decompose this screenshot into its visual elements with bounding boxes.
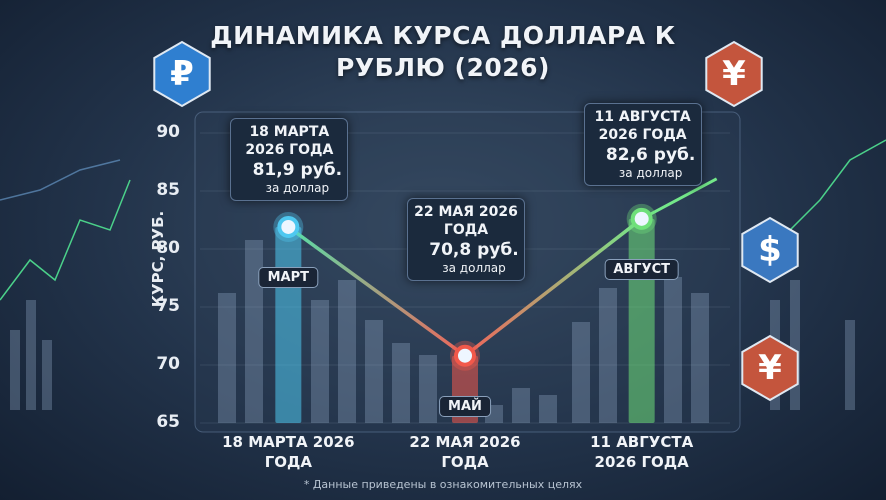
badge-symbol: ₽ — [170, 54, 194, 94]
point-label: АВГУСТ — [604, 258, 679, 280]
callout: 18 МАРТА 2026 ГОДА 81,9 руб. за доллар — [230, 118, 349, 201]
y-tick-label: 65 — [156, 412, 180, 432]
badge-shape — [741, 216, 799, 284]
point-label: МАРТ — [258, 266, 319, 288]
y-tick-label: 80 — [156, 238, 180, 258]
callout: 22 МАЯ 2026 ГОДА 70,8 руб. за доллар — [407, 198, 525, 281]
callout: 11 АВГУСТА 2026 ГОДА 82,6 руб. за доллар — [583, 103, 702, 186]
badge-shape — [153, 40, 211, 108]
y-tick-label: 70 — [156, 354, 180, 374]
chart-title: ДИНАМИКА КУРСА ДОЛЛАРА К РУБЛЮ (2026) — [210, 21, 676, 82]
callout-date: 18 МАРТА 2026 ГОДА — [245, 124, 334, 158]
point — [454, 344, 476, 367]
value-label: 81,9 руб. — [252, 160, 343, 180]
y-tick-label: 85 — [156, 180, 180, 200]
badge-symbol: $ — [758, 230, 782, 270]
footnote: * Данные приведены в ознакомительных цел… — [303, 478, 583, 491]
value-note: за доллар — [265, 181, 330, 195]
trend-arrow — [640, 177, 718, 221]
badge-shape — [705, 40, 763, 108]
badge-symbol: ¥ — [722, 54, 746, 94]
point-column — [275, 226, 302, 423]
callout-date: 22 МАЯ 2026 ГОДА — [414, 204, 518, 238]
badge-symbol: ¥ — [758, 348, 782, 388]
point — [630, 207, 653, 230]
y-tick-label: 90 — [156, 122, 180, 142]
point — [277, 215, 300, 238]
value-label: 70,8 руб. — [429, 240, 519, 260]
value-note: за доллар — [618, 166, 683, 180]
badge-shape — [741, 334, 799, 402]
point-column — [628, 218, 655, 423]
value-note: за доллар — [442, 261, 506, 275]
y-tick-label: 75 — [156, 296, 180, 316]
x-tick-label: 11 АВГУСТА 2026 ГОДА — [590, 433, 694, 471]
decor-bars — [10, 240, 855, 423]
x-tick-label: 18 МАРТА 2026 ГОДА — [222, 433, 355, 471]
value-label: 82,6 руб. — [605, 145, 696, 165]
x-tick-label: 22 МАЯ 2026 ГОДА — [409, 433, 521, 471]
point-label: МАЙ — [439, 395, 491, 417]
callout-date: 11 АВГУСТА 2026 ГОДА — [594, 109, 691, 143]
